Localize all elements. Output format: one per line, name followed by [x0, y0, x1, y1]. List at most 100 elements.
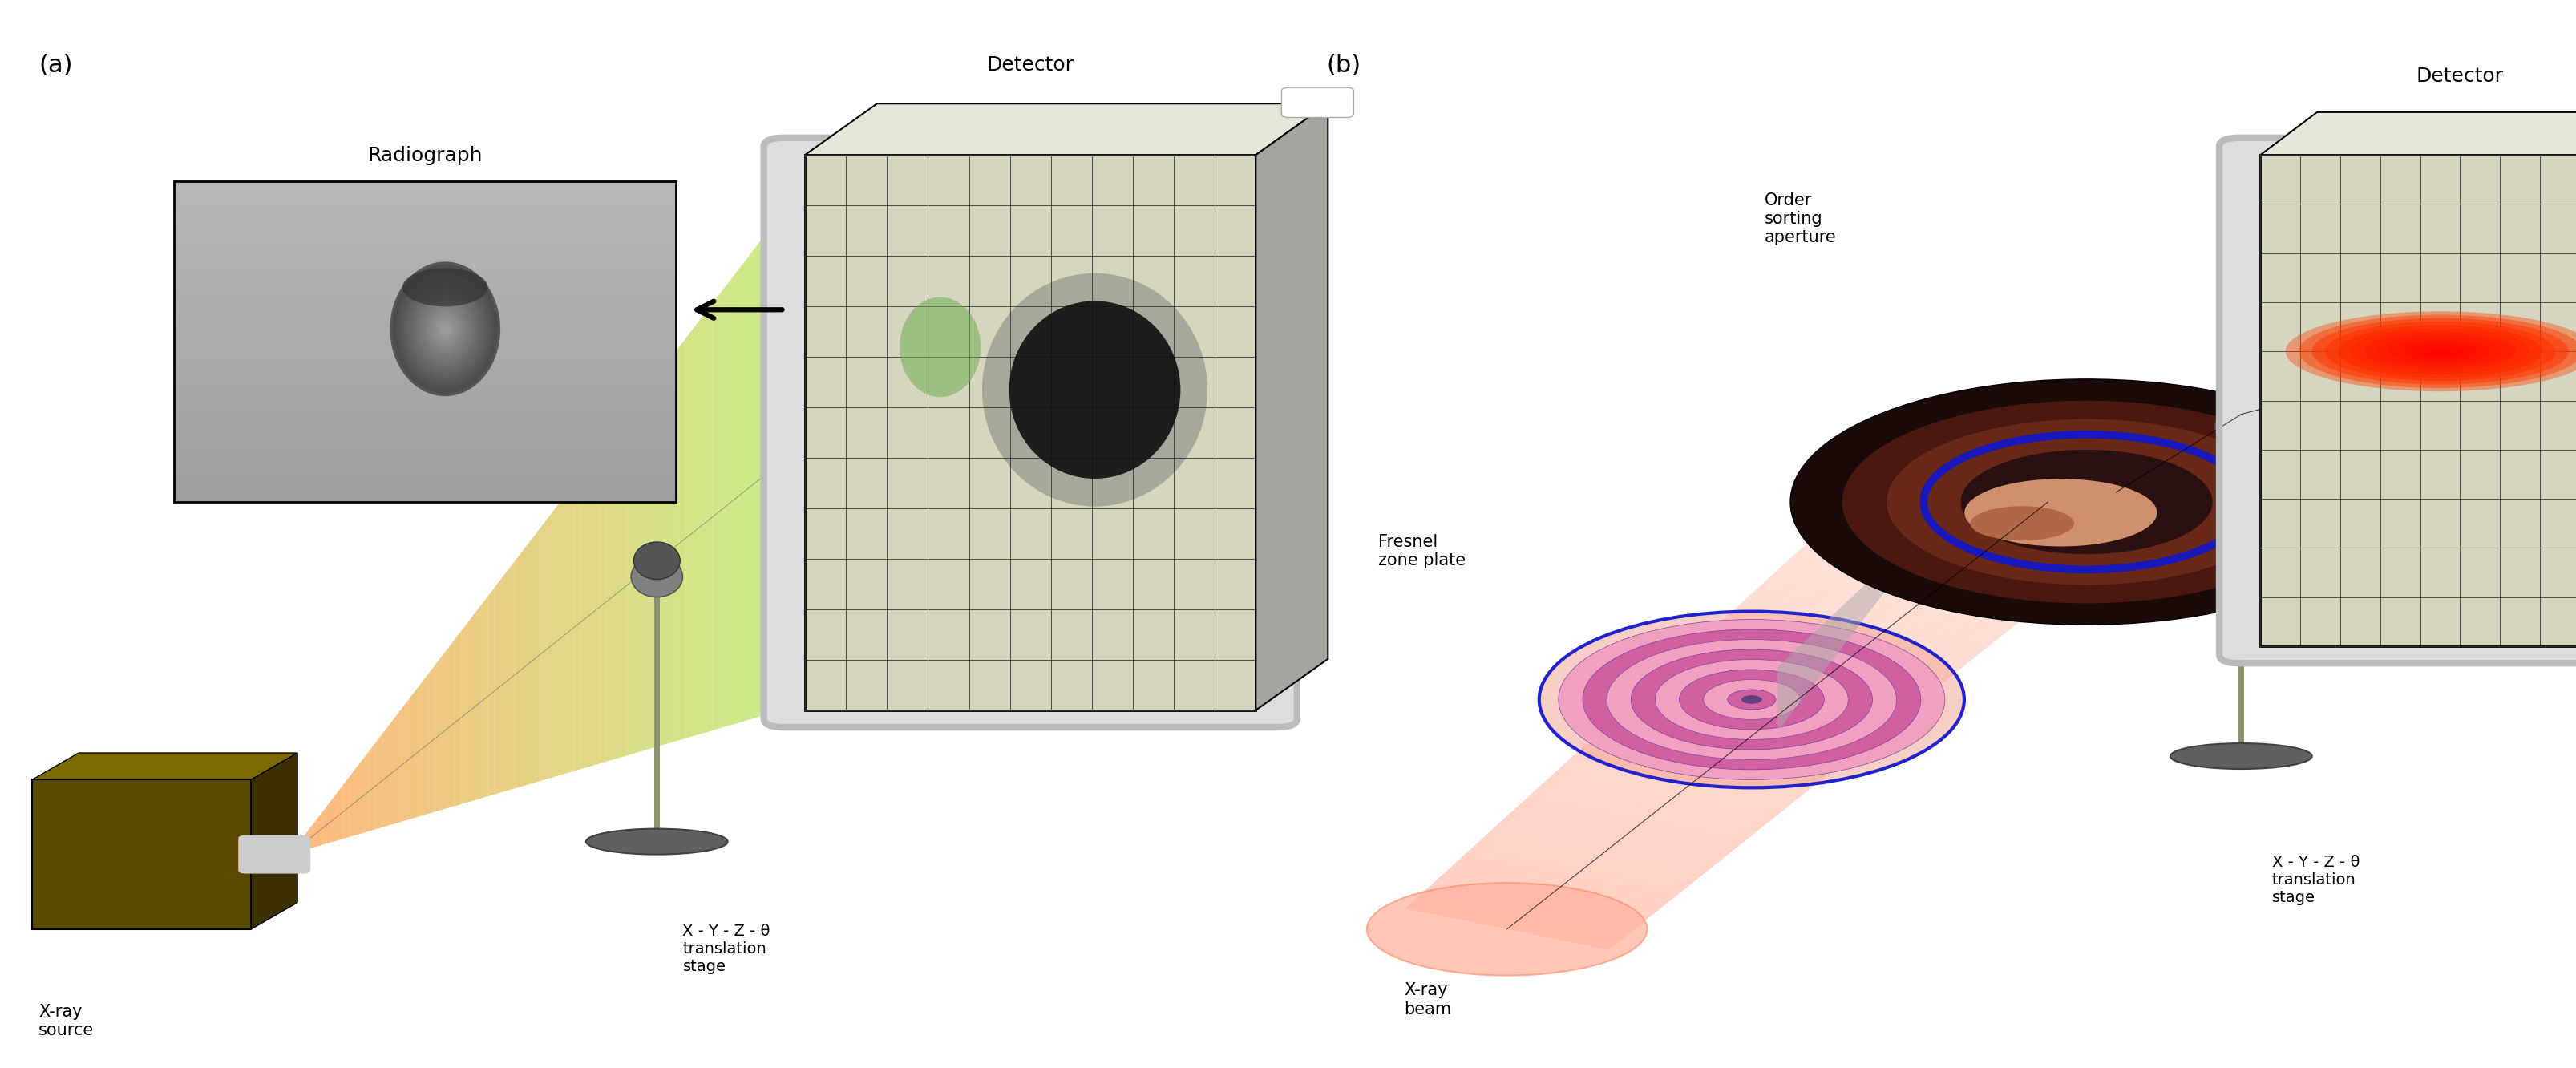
Bar [175, 453, 675, 461]
Polygon shape [1770, 571, 2020, 628]
Ellipse shape [2285, 311, 2576, 392]
Polygon shape [1520, 796, 1747, 847]
Polygon shape [487, 587, 495, 797]
Ellipse shape [428, 307, 464, 351]
Ellipse shape [433, 315, 456, 343]
Ellipse shape [1680, 670, 1824, 729]
Ellipse shape [2221, 400, 2262, 433]
Bar [175, 485, 675, 493]
Polygon shape [719, 286, 726, 728]
Polygon shape [1566, 754, 1798, 805]
Ellipse shape [2365, 332, 2517, 371]
Bar [175, 197, 675, 206]
Polygon shape [355, 759, 363, 835]
Polygon shape [546, 511, 554, 779]
Polygon shape [1801, 544, 2056, 600]
Ellipse shape [1703, 679, 1801, 720]
Ellipse shape [1656, 660, 1850, 739]
Polygon shape [634, 398, 639, 754]
Bar [175, 333, 675, 342]
Ellipse shape [1540, 611, 1965, 788]
Polygon shape [1419, 888, 1636, 936]
Polygon shape [652, 373, 659, 748]
Polygon shape [554, 502, 562, 778]
Text: (b): (b) [1327, 53, 1360, 77]
Bar [175, 365, 675, 374]
Polygon shape [562, 493, 567, 775]
Bar [175, 284, 675, 294]
Polygon shape [1512, 803, 1739, 853]
Ellipse shape [2391, 339, 2491, 364]
Polygon shape [1589, 733, 1824, 785]
Ellipse shape [389, 262, 500, 396]
Bar [804, 155, 1257, 710]
Polygon shape [574, 475, 580, 771]
Bar [175, 341, 675, 350]
Polygon shape [1762, 578, 2012, 634]
Polygon shape [1605, 719, 1842, 771]
Polygon shape [1443, 866, 1662, 915]
Polygon shape [500, 570, 507, 792]
Polygon shape [1808, 536, 2063, 593]
Bar [175, 381, 675, 390]
Polygon shape [304, 829, 309, 850]
Polygon shape [739, 261, 744, 723]
Ellipse shape [2416, 345, 2463, 358]
Ellipse shape [1582, 629, 1922, 770]
Polygon shape [580, 467, 587, 769]
Ellipse shape [399, 272, 492, 386]
Polygon shape [1785, 557, 2038, 614]
Polygon shape [515, 553, 520, 788]
Polygon shape [752, 244, 757, 719]
Ellipse shape [1582, 629, 1922, 770]
Bar [175, 476, 675, 486]
Bar [175, 277, 675, 285]
FancyBboxPatch shape [237, 835, 309, 874]
Polygon shape [659, 364, 667, 745]
Ellipse shape [2403, 342, 2476, 361]
Bar [31, 780, 252, 929]
Ellipse shape [1965, 478, 2156, 547]
Ellipse shape [634, 543, 680, 580]
Polygon shape [317, 812, 322, 847]
Ellipse shape [402, 268, 487, 307]
Polygon shape [2262, 112, 2576, 155]
Polygon shape [672, 347, 680, 742]
Polygon shape [1638, 691, 1875, 744]
Polygon shape [495, 579, 500, 795]
Polygon shape [435, 657, 440, 812]
Polygon shape [402, 700, 410, 821]
Polygon shape [309, 820, 317, 849]
Bar [175, 205, 675, 214]
Text: Radiograph: Radiograph [368, 146, 482, 166]
Bar [175, 373, 675, 381]
Bar [175, 180, 675, 190]
Ellipse shape [1656, 660, 1850, 739]
Text: Order
sorting
aperture: Order sorting aperture [1765, 192, 1837, 246]
Polygon shape [811, 166, 819, 702]
Bar [175, 221, 675, 230]
Text: Detector: Detector [987, 56, 1074, 75]
Ellipse shape [1728, 690, 1775, 709]
Ellipse shape [1631, 649, 1873, 750]
Ellipse shape [981, 273, 1208, 506]
Bar [175, 253, 675, 262]
Polygon shape [1497, 817, 1721, 867]
Polygon shape [474, 604, 482, 800]
Polygon shape [31, 753, 299, 780]
Ellipse shape [2326, 321, 2555, 381]
Polygon shape [626, 407, 634, 756]
Polygon shape [381, 725, 389, 828]
Bar [175, 421, 675, 429]
Ellipse shape [2429, 348, 2450, 355]
Text: X-ray
source: X-ray source [39, 1004, 95, 1038]
Polygon shape [389, 717, 397, 826]
Polygon shape [368, 742, 376, 831]
Ellipse shape [899, 297, 981, 397]
Polygon shape [667, 356, 672, 744]
Polygon shape [422, 674, 428, 816]
Text: (a): (a) [39, 53, 72, 77]
Polygon shape [1558, 761, 1790, 813]
Polygon shape [415, 682, 422, 818]
Polygon shape [533, 528, 541, 783]
